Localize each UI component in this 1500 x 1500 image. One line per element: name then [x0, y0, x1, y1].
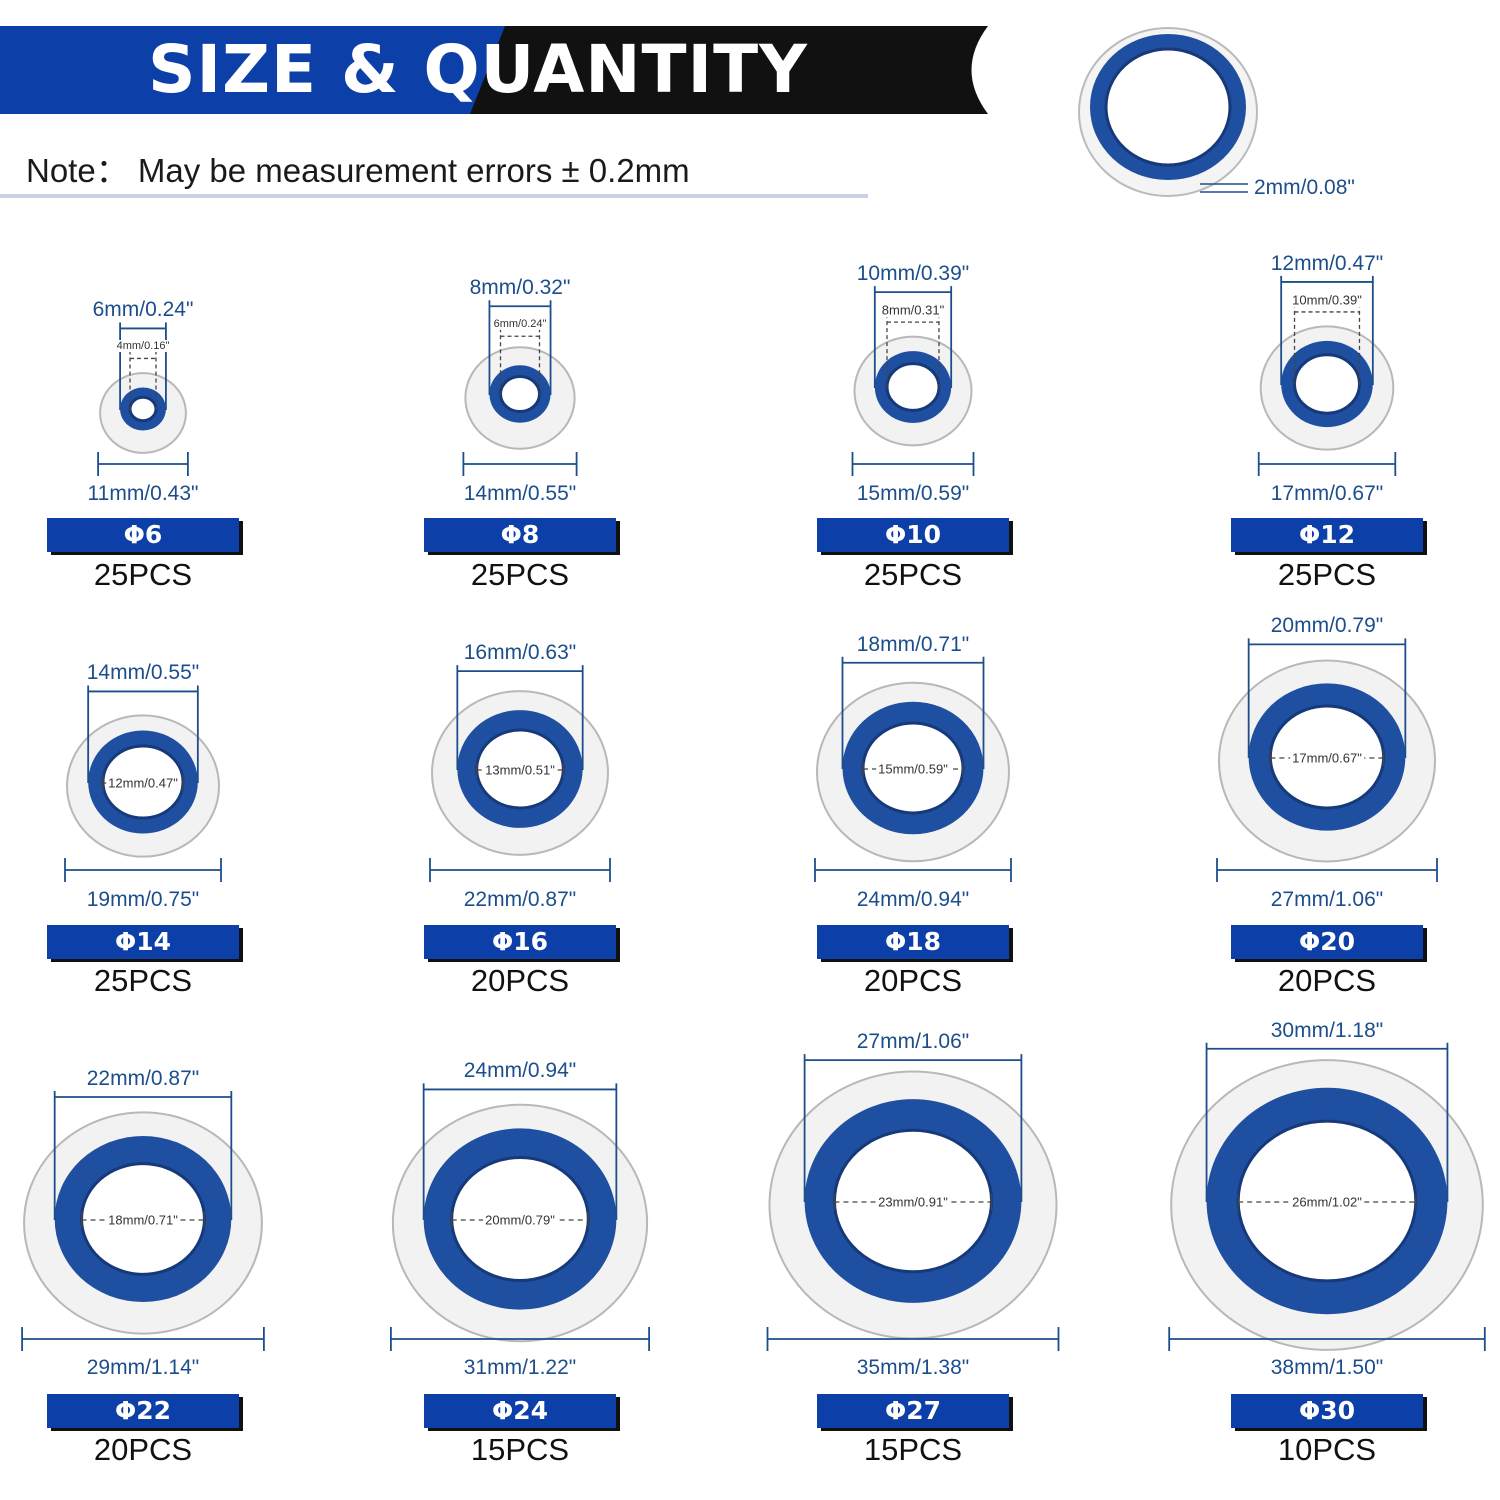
size-badge: Φ22: [47, 1394, 239, 1428]
blue-outer-diameter-label: 12mm/0.47": [1270, 251, 1384, 275]
blue-outer-diameter-label: 8mm/0.32": [469, 276, 571, 300]
inner-diameter-label: 26mm/1.02": [1290, 1194, 1364, 1210]
inner-diameter-label: 10mm/0.39": [1290, 292, 1364, 308]
blue-outer-diameter-label: 22mm/0.87": [86, 1066, 200, 1090]
inner-diameter-label: 4mm/0.16": [114, 340, 172, 353]
inner-diameter-label: 12mm/0.47": [106, 775, 180, 791]
inner-diameter-label: 13mm/0.51": [483, 762, 557, 778]
size-badge: Φ18: [817, 925, 1009, 959]
blue-outer-diameter-label: 27mm/1.06": [856, 1030, 970, 1054]
size-badge: Φ12: [1231, 518, 1423, 552]
outer-diameter-label: 19mm/0.75": [86, 888, 200, 911]
inner-diameter-label: 8mm/0.31": [879, 302, 947, 318]
quantity-label: 20PCS: [1277, 963, 1377, 998]
outer-diameter-label: 27mm/1.06": [1270, 888, 1384, 911]
quantity-label: 25PCS: [93, 557, 193, 592]
quantity-label: 15PCS: [863, 1432, 963, 1467]
outer-diameter-label: 11mm/0.43": [87, 482, 199, 505]
quantity-label: 15PCS: [470, 1432, 570, 1467]
inner-diameter-label: 18mm/0.71": [106, 1212, 180, 1228]
inner-diameter-label: 17mm/0.67": [1290, 750, 1364, 766]
outer-diameter-label: 14mm/0.55": [463, 482, 577, 505]
blue-outer-diameter-label: 30mm/1.18": [1270, 1018, 1384, 1042]
outer-diameter-label: 35mm/1.38": [856, 1356, 970, 1379]
blue-outer-diameter-label: 10mm/0.39": [856, 262, 970, 286]
quantity-label: 20PCS: [470, 963, 570, 998]
outer-diameter-label: 22mm/0.87": [463, 888, 577, 911]
blue-outer-diameter-label: 18mm/0.71": [856, 632, 970, 656]
outer-diameter-label: 15mm/0.59": [856, 482, 970, 505]
title-banner: SIZE & QUANTITY: [0, 0, 1500, 130]
note-divider: [0, 194, 868, 198]
size-badge: Φ30: [1231, 1394, 1423, 1428]
inner-diameter-label: 6mm/0.24": [491, 318, 549, 331]
size-badge: Φ8: [424, 518, 616, 552]
blue-outer-diameter-label: 24mm/0.94": [463, 1059, 577, 1083]
quantity-label: 20PCS: [863, 963, 963, 998]
outer-diameter-label: 31mm/1.22": [463, 1356, 577, 1379]
page-title: SIZE & QUANTITY: [148, 31, 808, 108]
size-badge: Φ20: [1231, 925, 1423, 959]
quantity-label: 10PCS: [1277, 1432, 1377, 1467]
measurement-note: Note： May be measurement errors ± 0.2mm: [26, 152, 690, 189]
quantity-label: 20PCS: [93, 1432, 193, 1467]
thickness-label: 2mm/0.08": [1254, 176, 1355, 199]
inner-diameter-label: 15mm/0.59": [876, 761, 950, 777]
blue-outer-diameter-label: 14mm/0.55": [86, 661, 200, 685]
banner-shape: [0, 26, 988, 114]
inner-diameter-label: 23mm/0.91": [876, 1194, 950, 1210]
size-badge: Φ10: [817, 518, 1009, 552]
size-badge: Φ16: [424, 925, 616, 959]
quantity-label: 25PCS: [863, 557, 963, 592]
size-badge: Φ24: [424, 1394, 616, 1428]
outer-diameter-label: 24mm/0.94": [856, 888, 970, 911]
outer-diameter-label: 38mm/1.50": [1270, 1356, 1384, 1379]
quantity-label: 25PCS: [1277, 557, 1377, 592]
size-badge: Φ14: [47, 925, 239, 959]
size-badge: Φ27: [817, 1394, 1009, 1428]
size-badge: Φ6: [47, 518, 239, 552]
quantity-label: 25PCS: [93, 963, 193, 998]
blue-outer-diameter-label: 6mm/0.24": [92, 298, 194, 322]
quantity-label: 25PCS: [470, 557, 570, 592]
thickness-sample-washer: [1078, 27, 1258, 197]
inner-diameter-label: 20mm/0.79": [483, 1212, 557, 1228]
blue-outer-diameter-label: 20mm/0.79": [1270, 614, 1384, 638]
blue-outer-diameter-label: 16mm/0.63": [463, 641, 577, 665]
outer-diameter-label: 17mm/0.67": [1270, 482, 1384, 505]
outer-diameter-label: 29mm/1.14": [86, 1356, 200, 1379]
